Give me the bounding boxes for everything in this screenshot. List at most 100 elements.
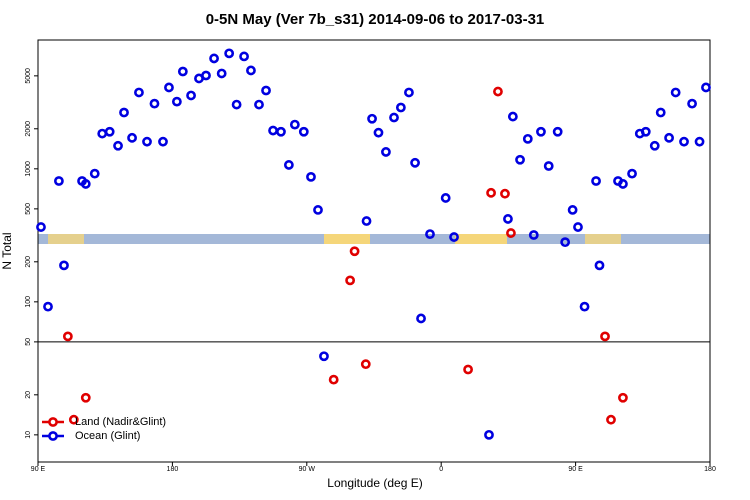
point <box>113 140 123 151</box>
x-tick-label: 180 <box>704 466 716 473</box>
x-tick-label: 90 W <box>299 466 316 473</box>
y-tick-label: 5000 <box>25 68 32 84</box>
point <box>486 187 496 198</box>
x-tick-label: 180 <box>167 466 179 473</box>
point <box>127 132 137 143</box>
y-tick-label: 2000 <box>25 121 32 137</box>
point <box>381 147 391 157</box>
point <box>80 179 91 189</box>
point <box>618 392 628 403</box>
point <box>463 364 473 375</box>
y-tick-label: 100 <box>25 296 32 308</box>
chart-title: 0-5N May (Ver 7b_s31) 2014-09-06 to 2017… <box>206 11 545 28</box>
point <box>43 301 53 312</box>
point <box>552 126 563 137</box>
point <box>283 160 294 170</box>
point <box>528 230 539 240</box>
y-tick-label: 20 <box>25 391 32 399</box>
point <box>640 126 651 137</box>
legend-label: Ocean (Glint) <box>75 430 140 442</box>
point <box>543 161 554 171</box>
point <box>655 107 666 118</box>
point <box>59 260 69 271</box>
point <box>104 126 115 137</box>
point <box>440 193 451 203</box>
point <box>507 111 518 122</box>
point <box>395 102 406 113</box>
point <box>239 51 249 62</box>
x-tick-label: 90 E <box>31 466 46 473</box>
point <box>349 246 360 257</box>
legend-label: Land (Nadir&Glint) <box>75 416 166 428</box>
point <box>306 171 316 182</box>
point <box>425 229 435 240</box>
point <box>694 136 705 147</box>
point <box>410 157 420 168</box>
point <box>591 176 601 186</box>
point <box>560 237 571 248</box>
point <box>506 228 516 238</box>
point <box>594 260 605 271</box>
point <box>670 87 681 98</box>
point <box>649 140 660 151</box>
point <box>62 331 73 342</box>
point <box>224 48 235 59</box>
point <box>536 126 546 137</box>
point <box>606 414 616 425</box>
point <box>298 126 309 137</box>
legend-marker <box>48 417 58 427</box>
point <box>679 136 689 147</box>
point <box>54 176 64 186</box>
y-tick-label: 10 <box>25 431 32 439</box>
point <box>361 216 372 226</box>
point <box>484 429 494 440</box>
point <box>164 82 174 93</box>
y-tick-label: 1000 <box>25 161 32 177</box>
y-tick-label: 200 <box>25 256 32 268</box>
point <box>254 99 264 110</box>
x-axis-label: Longitude (deg E) <box>327 476 422 490</box>
point <box>89 168 100 179</box>
point <box>216 68 227 79</box>
point <box>97 128 108 139</box>
point <box>515 154 525 165</box>
point <box>360 359 371 370</box>
point <box>449 232 459 242</box>
point <box>522 133 533 144</box>
point <box>701 82 711 93</box>
point <box>142 136 152 147</box>
point <box>149 98 160 109</box>
point <box>567 205 578 215</box>
point <box>389 112 399 123</box>
point <box>80 392 91 403</box>
point <box>573 222 583 232</box>
surface-strip <box>38 234 710 244</box>
point <box>416 313 426 324</box>
point <box>500 188 510 199</box>
point <box>367 113 377 124</box>
point <box>404 87 414 98</box>
point <box>68 414 79 425</box>
point <box>261 85 271 96</box>
point <box>664 132 674 143</box>
point <box>158 136 168 147</box>
y-axis-label: N Total <box>0 232 14 269</box>
point <box>186 90 196 101</box>
point <box>319 351 329 362</box>
y-tick-label: 50 <box>25 338 32 346</box>
point <box>313 205 323 215</box>
point <box>503 214 513 224</box>
point <box>493 86 503 97</box>
plot-frame <box>37 39 711 463</box>
point <box>600 331 610 342</box>
point <box>246 65 256 76</box>
point <box>328 374 339 385</box>
x-tick-label: 0 <box>439 466 443 473</box>
point <box>373 127 384 138</box>
point <box>687 98 697 109</box>
x-tick-label: 90 E <box>568 466 583 473</box>
point <box>289 119 300 130</box>
point <box>201 70 211 81</box>
